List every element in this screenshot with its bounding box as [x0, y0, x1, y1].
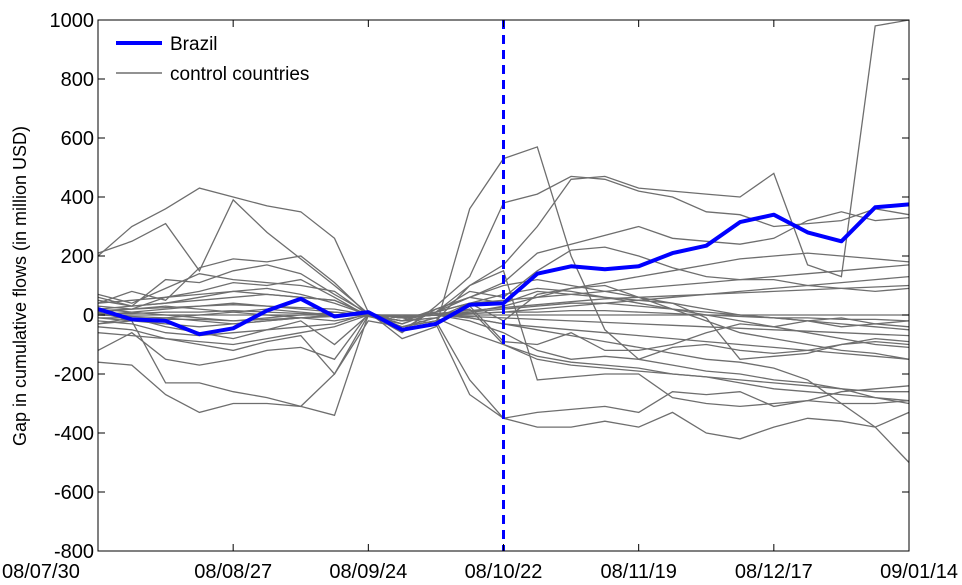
x-tick-label: 09/01/14	[880, 561, 958, 583]
legend-label-control: control countries	[170, 64, 309, 85]
series-line-control-12	[97, 312, 910, 405]
y-tick-label: 800	[61, 69, 94, 91]
legend: Brazil control countries	[116, 34, 309, 85]
x-tick-label: 08/12/17	[735, 561, 813, 583]
series-line-control-17	[97, 314, 910, 402]
y-tick-label: 400	[61, 187, 94, 209]
series-line-control-8	[97, 269, 910, 417]
y-tick-label: -200	[54, 364, 94, 386]
legend-label-brazil: Brazil	[170, 34, 218, 55]
x-tick-label: 08/07/30	[2, 561, 80, 583]
y-tick-label: -800	[54, 541, 94, 563]
y-tick-label: 200	[61, 246, 94, 268]
y-tick-label: 600	[61, 128, 94, 150]
x-tick-label: 08/11/19	[600, 561, 676, 583]
x-tick-label: 08/09/24	[329, 561, 407, 583]
series-line-control-22	[97, 264, 910, 319]
y-tick-label: 0	[83, 305, 94, 327]
x-tick-label: 08/08/27	[194, 561, 272, 583]
y-axis: -800 -600 -400 -200 0 200 400 600 800 1000	[50, 10, 909, 563]
x-axis: 08/07/30 08/08/27 08/09/24 08/10/22 08/11/19…	[2, 20, 958, 583]
treated-series-group	[97, 202, 910, 337]
y-tick-label: -600	[54, 482, 94, 504]
y-axis-title: Gap in cumulative flows (in million USD)	[10, 126, 30, 446]
y-tick-label: 1000	[50, 10, 95, 32]
y-tick-label: -400	[54, 423, 94, 445]
series-line-control-25	[98, 314, 910, 337]
series-line-brazil	[97, 202, 910, 337]
x-tick-label: 08/10/22	[465, 561, 543, 583]
